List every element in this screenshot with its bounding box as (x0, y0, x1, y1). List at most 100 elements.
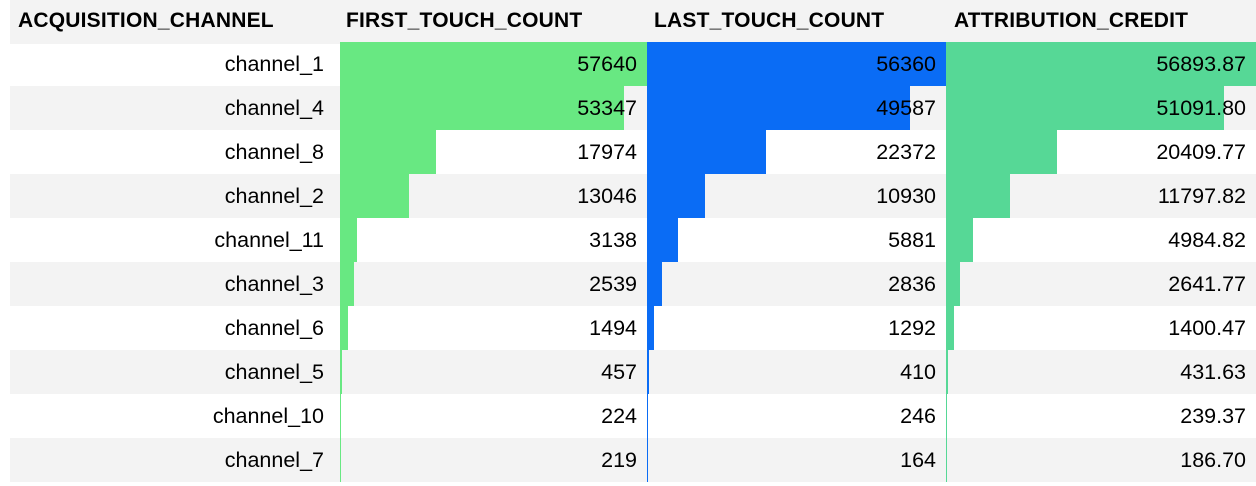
channel-cell: channel_10 (10, 394, 340, 438)
first-touch-count-bar (340, 394, 341, 438)
column-header-attribution-credit[interactable]: ATTRIBUTION_CREDIT (954, 9, 1189, 32)
table-row: channel_2 13046 10930 11797.82 (10, 174, 1256, 218)
column-header-last-touch-count[interactable]: LAST_TOUCH_COUNT (654, 9, 885, 32)
table-row: channel_4 53347 49587 51091.80 (10, 86, 1256, 130)
channel-label: channel_11 (214, 228, 324, 252)
last-touch-count-bar (647, 218, 678, 262)
last-touch-count-cell: 164 (647, 438, 946, 482)
channel-cell: channel_1 (10, 42, 340, 86)
column-header-acquisition-channel[interactable]: ACQUISITION_CHANNEL (18, 9, 274, 32)
attribution-credit-bar (946, 218, 973, 262)
last-touch-count-value: 22372 (876, 140, 936, 164)
channel-label: channel_3 (224, 272, 324, 296)
last-touch-count-value: 1292 (888, 316, 936, 340)
last-touch-count-value: 2836 (888, 272, 936, 296)
last-touch-count-value: 56360 (876, 52, 936, 76)
attribution-credit-cell: 239.37 (946, 394, 1256, 438)
attribution-credit-cell: 2641.77 (946, 262, 1256, 306)
first-touch-count-value: 2539 (589, 272, 637, 296)
attribution-credit-value: 2641.77 (1168, 272, 1246, 296)
attribution-credit-bar (946, 350, 948, 394)
attribution-credit-value: 239.37 (1180, 404, 1246, 428)
first-touch-count-bar (340, 174, 409, 218)
attribution-credit-value: 4984.82 (1168, 228, 1246, 252)
last-touch-count-bar (647, 262, 662, 306)
first-touch-count-cell: 3138 (340, 218, 647, 262)
first-touch-count-bar (340, 306, 348, 350)
channel-label: channel_8 (224, 140, 324, 164)
first-touch-count-value: 17974 (577, 140, 637, 164)
last-touch-count-bar (647, 174, 705, 218)
channel-label: channel_1 (224, 52, 324, 76)
first-touch-count-cell: 219 (340, 438, 647, 482)
first-touch-count-cell: 13046 (340, 174, 647, 218)
first-touch-count-cell: 17974 (340, 130, 647, 174)
first-touch-count-value: 3138 (589, 228, 637, 252)
attribution-credit-value: 20409.77 (1156, 140, 1246, 164)
first-touch-count-value: 13046 (577, 184, 637, 208)
table-row: channel_11 3138 5881 4984.82 (10, 218, 1256, 262)
last-touch-count-value: 5881 (888, 228, 936, 252)
table-row: channel_8 17974 22372 20409.77 (10, 130, 1256, 174)
channel-label: channel_5 (224, 360, 324, 384)
attribution-credit-bar (946, 174, 1010, 218)
data-table: ACQUISITION_CHANNEL FIRST_TOUCH_COUNT LAST… (10, 0, 1256, 486)
attribution-credit-value: 51091.80 (1156, 96, 1246, 120)
attribution-credit-value: 11797.82 (1157, 184, 1246, 208)
channel-cell: channel_4 (10, 86, 340, 130)
first-touch-count-value: 57640 (577, 52, 637, 76)
last-touch-count-bar (647, 438, 648, 482)
attribution-credit-value: 1400.47 (1168, 316, 1246, 340)
last-touch-count-bar (647, 130, 766, 174)
channel-cell: channel_2 (10, 174, 340, 218)
first-touch-count-cell: 457 (340, 350, 647, 394)
attribution-credit-cell: 56893.87 (946, 42, 1256, 86)
last-touch-count-value: 246 (900, 404, 936, 428)
last-touch-count-value: 410 (900, 360, 936, 384)
table-row: channel_7 219 164 186.70 (10, 438, 1256, 482)
attribution-credit-value: 56893.87 (1156, 52, 1246, 76)
channel-label: channel_2 (224, 184, 324, 208)
last-touch-count-bar (647, 42, 946, 86)
last-touch-count-cell: 410 (647, 350, 946, 394)
table-row: channel_10 224 246 239.37 (10, 394, 1256, 438)
last-touch-count-cell: 49587 (647, 86, 946, 130)
table-row: channel_5 457 410 431.63 (10, 350, 1256, 394)
header-row: ACQUISITION_CHANNEL FIRST_TOUCH_COUNT LAST… (10, 0, 1256, 44)
channel-label: channel_6 (224, 316, 324, 340)
attribution-credit-bar (946, 306, 954, 350)
attribution-credit-cell: 431.63 (946, 350, 1256, 394)
channel-label: channel_4 (224, 96, 324, 120)
first-touch-count-value: 224 (601, 404, 637, 428)
first-touch-count-value: 1494 (589, 316, 637, 340)
last-touch-count-value: 49587 (876, 96, 936, 120)
attribution-credit-cell: 4984.82 (946, 218, 1256, 262)
channel-cell: channel_6 (10, 306, 340, 350)
last-touch-count-bar (647, 306, 654, 350)
last-touch-count-bar (647, 394, 648, 438)
attribution-credit-cell: 51091.80 (946, 86, 1256, 130)
attribution-credit-bar (946, 86, 1224, 130)
first-touch-count-cell: 57640 (340, 42, 647, 86)
first-touch-count-cell: 1494 (340, 306, 647, 350)
attribution-credit-bar (946, 394, 947, 438)
column-header-first-touch-count[interactable]: FIRST_TOUCH_COUNT (346, 9, 583, 32)
attribution-credit-value: 431.63 (1180, 360, 1246, 384)
channel-label: channel_7 (224, 448, 324, 472)
last-touch-count-cell: 2836 (647, 262, 946, 306)
last-touch-count-value: 10930 (876, 184, 936, 208)
table-row: channel_3 2539 2836 2641.77 (10, 262, 1256, 306)
last-touch-count-cell: 1292 (647, 306, 946, 350)
attribution-credit-bar (946, 130, 1057, 174)
last-touch-count-bar (647, 350, 649, 394)
attribution-credit-cell: 20409.77 (946, 130, 1256, 174)
last-touch-count-cell: 22372 (647, 130, 946, 174)
first-touch-count-bar (340, 86, 624, 130)
first-touch-count-value: 219 (601, 448, 637, 472)
last-touch-count-cell: 10930 (647, 174, 946, 218)
first-touch-count-cell: 224 (340, 394, 647, 438)
channel-label: channel_10 (212, 404, 324, 428)
first-touch-count-bar (340, 350, 342, 394)
attribution-credit-cell: 1400.47 (946, 306, 1256, 350)
attribution-credit-cell: 186.70 (946, 438, 1256, 482)
